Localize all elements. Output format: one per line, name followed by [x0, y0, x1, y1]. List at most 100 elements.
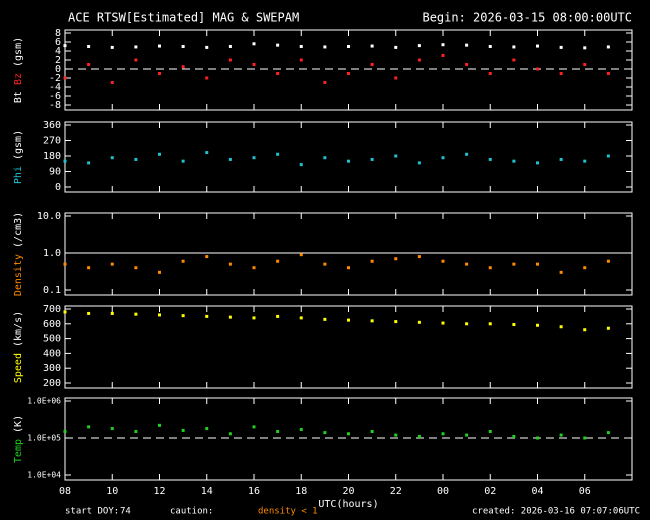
data-point [63, 310, 67, 314]
y-tick-label: -4 [49, 82, 61, 93]
y-tick-label: 600 [43, 319, 61, 330]
legend-entry: Temp [13, 439, 24, 463]
legend-entry: Density [13, 254, 24, 296]
data-point [536, 67, 539, 71]
data-point [228, 262, 232, 266]
y-tick-label: 0 [55, 64, 61, 75]
data-point [347, 159, 350, 163]
data-point [252, 425, 256, 429]
data-point [465, 152, 469, 156]
data-point [488, 322, 492, 326]
data-point [181, 314, 185, 318]
data-point [394, 433, 398, 437]
data-point [583, 266, 587, 270]
data-point [299, 45, 303, 48]
data-point [512, 58, 516, 62]
data-point [417, 58, 421, 62]
y-tick-label: 1.0 [43, 248, 61, 259]
y-tick-label: 4 [55, 46, 61, 57]
data-point [252, 42, 256, 46]
y-tick-label: 1.0E+05 [27, 434, 61, 443]
data-point [228, 315, 232, 319]
y-axis-label: Bt Bz (gsm) [13, 37, 24, 103]
y-axis-label: Phi (gsm) [13, 130, 24, 184]
data-point [299, 316, 303, 320]
data-point [205, 427, 209, 431]
data-point [87, 266, 91, 270]
data-point [110, 262, 114, 266]
y-axis-label: Speed (km/s) [13, 311, 24, 383]
data-point [441, 259, 445, 263]
x-tick-label: 18 [295, 486, 307, 497]
legend-entry: Bt [13, 91, 24, 103]
legend-entry: Speed [13, 353, 24, 383]
data-point [181, 259, 185, 263]
footer-start: start DOY: [65, 507, 119, 517]
data-point [110, 156, 114, 160]
x-tick-label: 10 [106, 486, 118, 497]
y-tick-label: 200 [43, 378, 61, 389]
y-tick-label: 500 [43, 334, 61, 345]
x-tick-label: 00 [437, 486, 449, 497]
y-axis-unit: (gsm) [13, 130, 24, 160]
y-tick-label: 700 [43, 304, 61, 315]
x-tick-label: 12 [153, 486, 165, 497]
data-point [134, 157, 138, 161]
data-point [158, 423, 161, 427]
data-point [110, 81, 114, 84]
data-point [323, 431, 327, 435]
footer-caution: caution: [170, 507, 213, 517]
data-point [181, 45, 185, 48]
x-axis-label: UTC(hours) [318, 499, 378, 510]
data-point [276, 72, 280, 75]
data-point [559, 45, 563, 49]
data-point [110, 427, 114, 431]
data-point [488, 45, 492, 48]
y-tick-label: 2 [55, 55, 61, 66]
data-point [559, 72, 563, 75]
data-point [276, 259, 280, 263]
data-point [252, 316, 256, 320]
data-point [512, 45, 516, 49]
y-axis-label: Density (/cm3) [13, 212, 24, 296]
chart-subtitle: Begin: 2026-03-15 08:00:00UTC [422, 11, 632, 25]
data-point [512, 323, 516, 327]
data-point [488, 429, 492, 433]
data-point [205, 255, 209, 259]
data-point [252, 63, 256, 66]
data-point [488, 72, 492, 75]
data-point [583, 63, 587, 66]
data-point [394, 320, 398, 324]
data-point [63, 76, 67, 80]
data-point [158, 270, 161, 274]
data-point [299, 163, 303, 167]
y-tick-label: 1.0E+06 [27, 397, 61, 406]
data-point [512, 159, 516, 163]
y-axis-unit: (/cm3) [13, 212, 24, 248]
data-point [394, 45, 398, 49]
data-point [465, 433, 469, 437]
data-point [606, 154, 610, 158]
data-point [417, 44, 421, 48]
data-point [488, 157, 492, 161]
data-point [536, 161, 539, 165]
data-point [370, 319, 374, 323]
panel-frame [64, 397, 633, 481]
data-point [465, 322, 469, 326]
data-point [181, 428, 185, 432]
data-point [441, 43, 445, 47]
data-point [252, 156, 256, 160]
data-point [536, 323, 539, 327]
data-point [347, 318, 350, 322]
data-point [63, 44, 67, 48]
data-point [370, 44, 374, 48]
x-tick-label: 14 [201, 486, 213, 497]
data-point [276, 152, 280, 156]
data-point [110, 45, 114, 49]
data-point [134, 266, 138, 270]
data-point [394, 154, 398, 158]
data-point [134, 429, 138, 433]
y-tick-label: 270 [43, 136, 61, 147]
data-point [417, 255, 421, 259]
